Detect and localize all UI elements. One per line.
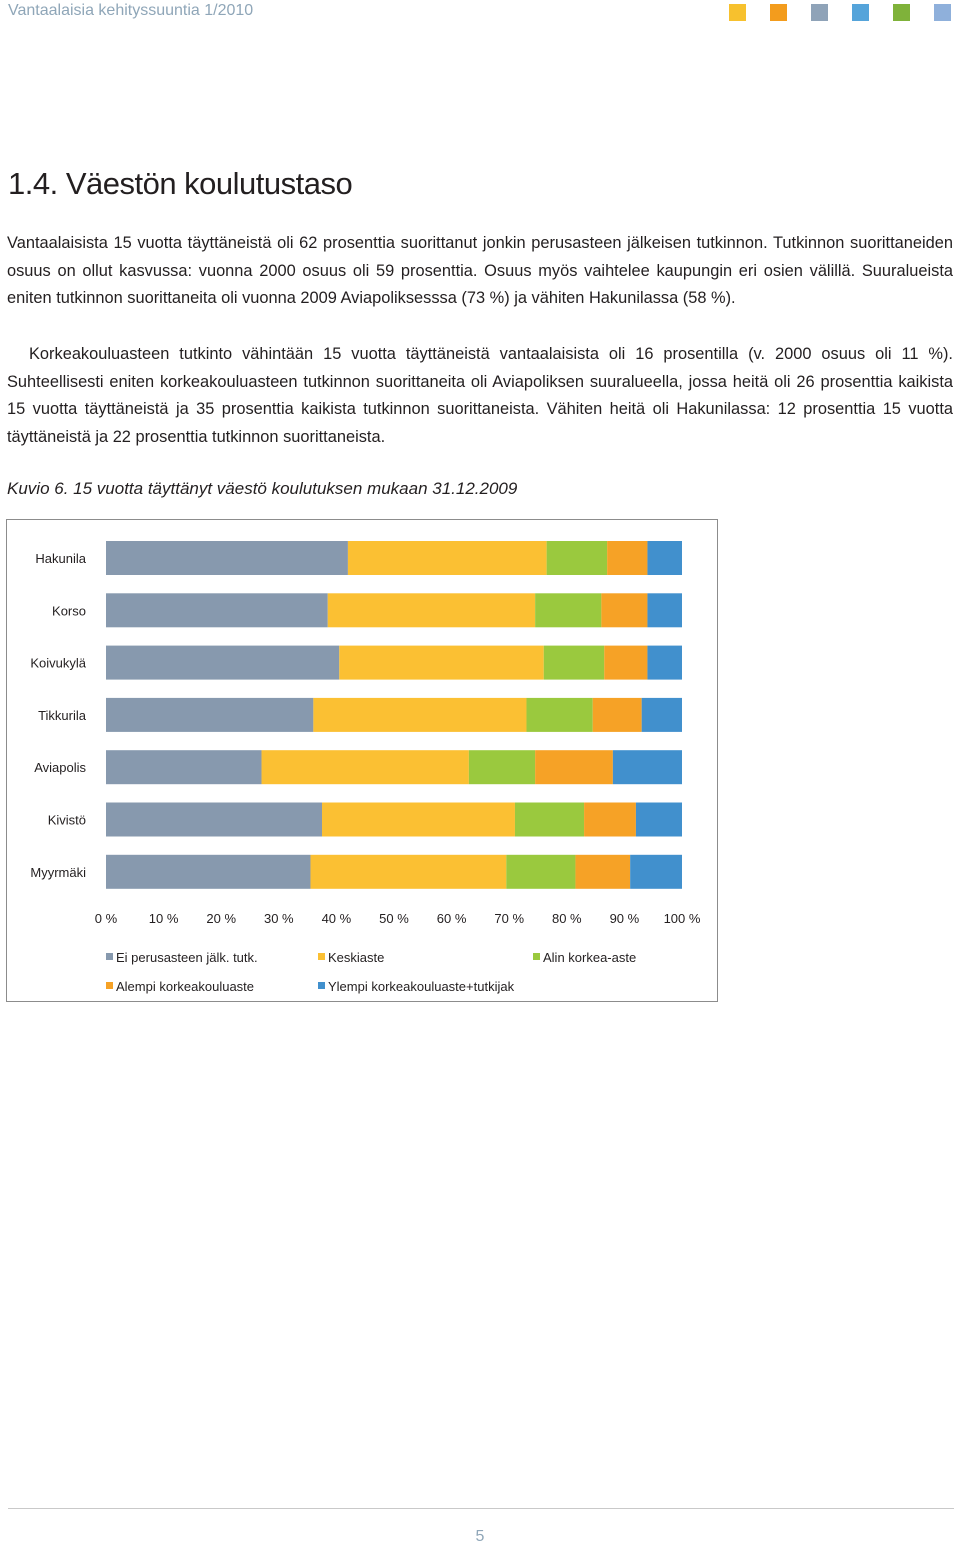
bar-segment-6-5 [635, 802, 682, 837]
bar-segment-5-2 [261, 750, 469, 785]
bar-segment-3-2 [339, 645, 544, 680]
x-tick-label-9: 80 % [552, 911, 582, 926]
x-tick-label-2: 10 % [149, 911, 179, 926]
legend-swatch-4 [106, 982, 113, 989]
category-label-4: Tikkurila [38, 708, 87, 723]
bar-segment-6-3 [514, 802, 585, 837]
bar-segment-5-3 [468, 750, 536, 785]
section-title: 1.4. Väestön koulutustaso [8, 166, 353, 201]
bar-segment-4-5 [641, 697, 682, 732]
footer-divider [8, 1508, 954, 1509]
x-tick-label-4: 30 % [264, 911, 294, 926]
chart-frame: Hakunila Korso Koivukylä Tikkurila Aviapolis… [6, 519, 718, 1002]
category-label-1: Hakunila [35, 551, 86, 566]
bar-segment-3-5 [647, 645, 682, 680]
category-label-6: Kivistö [48, 813, 86, 828]
bar-segment-7-1 [106, 854, 311, 889]
bar-segment-4-3 [526, 697, 593, 732]
legend-swatch-2 [318, 953, 325, 960]
bar-segment-5-1 [106, 750, 262, 785]
x-tick-label-10: 90 % [610, 911, 640, 926]
header-square-2 [770, 4, 787, 21]
bar-segment-2-4 [601, 593, 648, 628]
category-label-7: Myyrmäki [30, 865, 86, 880]
legend-label-5: Ylempi korkeakouluaste+tutkijak [328, 979, 515, 994]
paragraph-2: Korkeakouluasteen tutkinto vähintään 15 … [7, 345, 953, 446]
bar-segment-3-3 [543, 645, 605, 680]
legend-label-1: Ei perusasteen jälk. tutk. [116, 950, 258, 965]
page-number: 5 [475, 1528, 485, 1545]
bar-segment-3-1 [106, 645, 340, 680]
header-square-1 [729, 4, 746, 21]
paragraph-1: Vantaalaisista 15 vuotta täyttäneistä ol… [7, 234, 953, 307]
header-square-5 [893, 4, 910, 21]
bar-segment-1-2 [347, 541, 547, 575]
x-tick-label-11: 100 % [664, 911, 701, 926]
legend-label-3: Alin korkea-aste [543, 950, 636, 965]
bar-segment-4-2 [313, 697, 527, 732]
bar-segment-2-1 [106, 593, 328, 628]
bar-segment-4-1 [106, 697, 314, 732]
running-header-title: Vantaalaisia kehityssuuntia 1/2010 [8, 2, 254, 19]
x-tick-label-7: 60 % [437, 911, 467, 926]
header-square-4 [852, 4, 869, 21]
bar-segment-4-4 [592, 697, 642, 732]
header-square-3 [811, 4, 828, 21]
legend-swatch-3 [533, 953, 540, 960]
header-square-6 [934, 4, 951, 21]
bar-segment-3-4 [604, 645, 648, 680]
x-tick-label-1: 0 % [95, 911, 118, 926]
bar-segment-5-5 [612, 750, 682, 785]
x-tick-label-3: 20 % [206, 911, 236, 926]
legend-label-4: Alempi korkeakouluaste [116, 979, 254, 994]
bar-segment-1-4 [607, 541, 648, 575]
legend-label-2: Keskiaste [328, 950, 384, 965]
bar-segment-1-1 [106, 541, 348, 575]
category-label-5: Aviapolis [34, 760, 86, 775]
legend-swatch-5 [318, 982, 325, 989]
bar-segment-1-5 [647, 541, 682, 575]
x-tick-label-6: 50 % [379, 911, 409, 926]
category-label-3: Koivukylä [30, 656, 86, 671]
x-tick-label-5: 40 % [322, 911, 352, 926]
x-tick-label-8: 70 % [494, 911, 524, 926]
legend-swatch-1 [106, 953, 113, 960]
bar-segment-6-2 [322, 802, 515, 837]
figure-caption: Kuvio 6. 15 vuotta täyttänyt väestö koul… [7, 479, 518, 498]
bar-segment-2-2 [327, 593, 536, 628]
bar-segment-7-3 [506, 854, 576, 889]
bar-segment-2-5 [647, 593, 682, 628]
bar-segment-1-3 [546, 541, 608, 575]
category-label-2: Korso [52, 603, 86, 618]
bar-segment-6-4 [584, 802, 636, 837]
bar-segment-6-1 [106, 802, 322, 837]
bar-segment-2-3 [535, 593, 602, 628]
bar-segment-5-4 [535, 750, 613, 785]
bar-segment-7-4 [575, 854, 631, 889]
stacked-bar-chart: Hakunila Korso Koivukylä Tikkurila Aviapolis… [30, 541, 701, 994]
bar-segment-7-5 [630, 854, 682, 889]
bar-segment-7-2 [310, 854, 507, 889]
